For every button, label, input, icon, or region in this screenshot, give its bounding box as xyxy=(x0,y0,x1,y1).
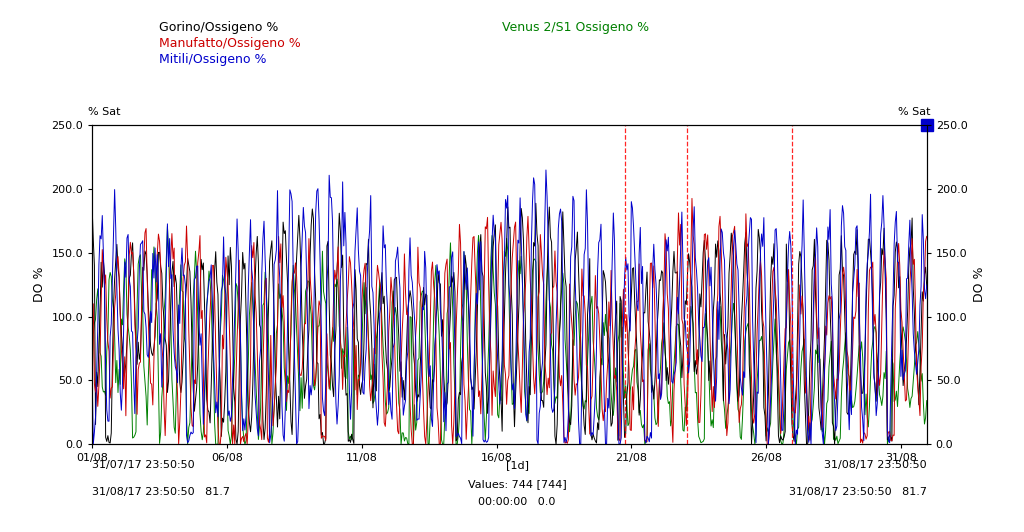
Text: % Sat: % Sat xyxy=(898,107,931,117)
Text: Manufatto/Ossigeno %: Manufatto/Ossigeno % xyxy=(159,37,300,50)
Text: 31/08/17 23:50:50   81.7: 31/08/17 23:50:50 81.7 xyxy=(788,487,927,497)
Y-axis label: DO %: DO % xyxy=(973,267,986,302)
Text: 31/08/17 23:50:50: 31/08/17 23:50:50 xyxy=(824,460,927,470)
Y-axis label: DO %: DO % xyxy=(33,267,46,302)
Text: 31/08/17 23:50:50   81.7: 31/08/17 23:50:50 81.7 xyxy=(92,487,230,497)
Text: % Sat: % Sat xyxy=(88,107,121,117)
Text: Gorino/Ossigeno %: Gorino/Ossigeno % xyxy=(159,21,279,34)
Text: 31/07/17 23:50:50: 31/07/17 23:50:50 xyxy=(92,460,195,470)
Text: [1d]: [1d] xyxy=(506,460,528,470)
Text: Mitili/Ossigeno %: Mitili/Ossigeno % xyxy=(159,53,266,66)
Text: Venus 2/S1 Ossigeno %: Venus 2/S1 Ossigeno % xyxy=(502,21,649,34)
Text: 00:00:00   0.0: 00:00:00 0.0 xyxy=(478,497,556,508)
Text: Values: 744 [744]: Values: 744 [744] xyxy=(468,479,566,489)
